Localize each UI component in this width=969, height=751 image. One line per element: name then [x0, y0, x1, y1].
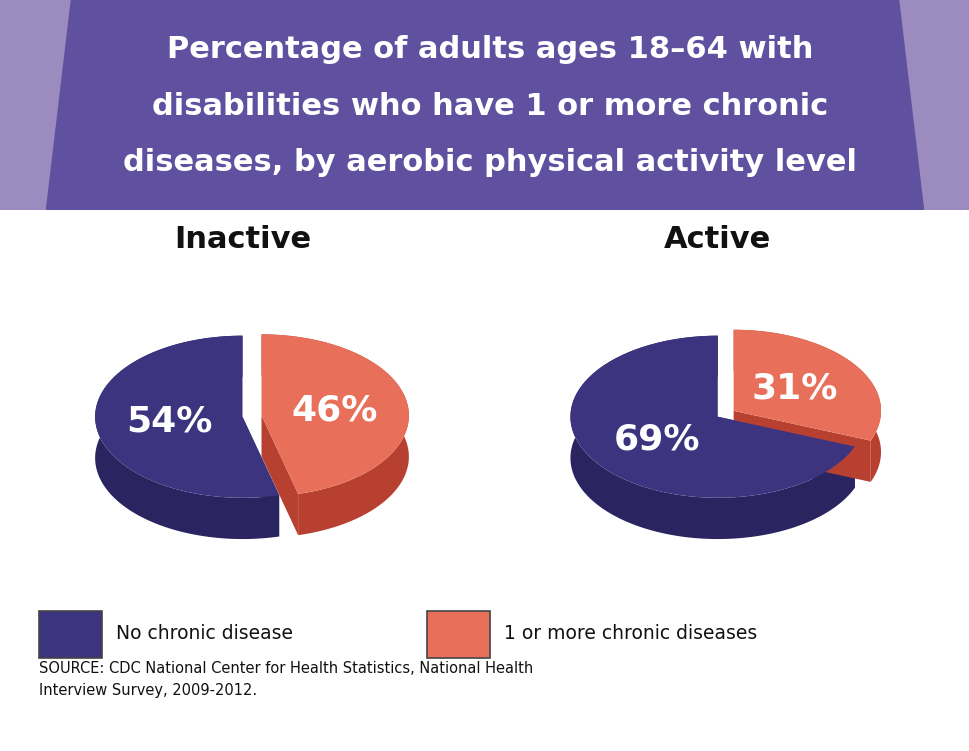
FancyBboxPatch shape: [426, 611, 489, 658]
Text: 31%: 31%: [751, 371, 837, 405]
Text: No chronic disease: No chronic disease: [116, 624, 293, 643]
Polygon shape: [717, 417, 854, 488]
Polygon shape: [95, 336, 279, 498]
Polygon shape: [733, 330, 880, 482]
Text: Inactive: Inactive: [173, 225, 311, 254]
Text: disabilities who have 1 or more chronic: disabilities who have 1 or more chronic: [152, 92, 828, 121]
Polygon shape: [733, 330, 880, 441]
Polygon shape: [899, 0, 969, 210]
Text: diseases, by aerobic physical activity level: diseases, by aerobic physical activity l…: [123, 148, 857, 177]
Text: 54%: 54%: [126, 405, 212, 439]
Text: 1 or more chronic diseases: 1 or more chronic diseases: [504, 624, 757, 643]
Polygon shape: [570, 336, 854, 539]
Text: Active: Active: [664, 225, 770, 254]
Text: 46%: 46%: [291, 394, 377, 427]
Polygon shape: [0, 0, 969, 210]
Text: Percentage of adults ages 18–64 with: Percentage of adults ages 18–64 with: [167, 35, 812, 64]
Polygon shape: [570, 336, 854, 498]
Polygon shape: [262, 415, 297, 535]
Text: SOURCE: CDC National Center for Health Statistics, National Health
Interview Sur: SOURCE: CDC National Center for Health S…: [39, 661, 533, 698]
Polygon shape: [95, 336, 279, 539]
FancyBboxPatch shape: [39, 611, 102, 658]
Polygon shape: [262, 334, 409, 535]
Polygon shape: [0, 0, 70, 210]
Polygon shape: [733, 411, 870, 482]
Polygon shape: [262, 334, 409, 494]
Text: 69%: 69%: [613, 423, 700, 457]
Polygon shape: [242, 417, 279, 536]
